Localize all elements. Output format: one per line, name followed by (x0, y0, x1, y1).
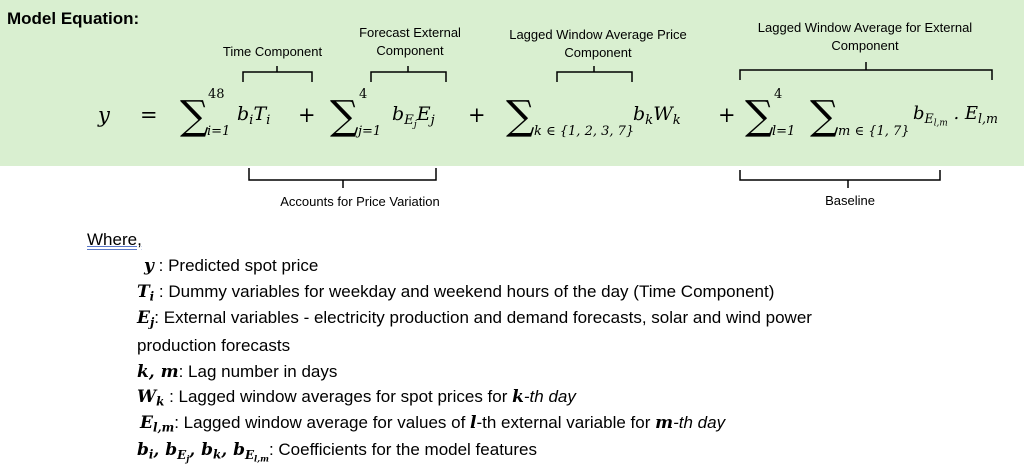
sum4-lower: l=1 (772, 124, 796, 139)
caption-baseline: Baseline (825, 193, 875, 208)
where-label: Where, (87, 230, 142, 249)
sum3-lower: k ∈ {1, 2, 3, 7} (534, 124, 635, 139)
caption-time-component: Time Component (222, 44, 323, 59)
eq-lhs-y: y (98, 103, 110, 127)
sigma-4: ∑ (745, 93, 774, 139)
sum2-lower: j=1 (358, 124, 382, 139)
def-e: Ej: External variables - electricity pro… (137, 308, 812, 330)
caption-forecast-external: Forecast External Component (359, 25, 461, 58)
equation-panel: Model Equation: Time Component Forecast … (0, 0, 1024, 166)
bottom-braces (248, 168, 941, 188)
caption-lagged-price: Lagged Window Average Price Component (509, 27, 687, 60)
sum2-upper: 4 (359, 87, 368, 102)
caption-price-variation: Accounts for Price Variation (280, 194, 440, 209)
sum4-upper: 4 (774, 87, 783, 102)
sigma-5: ∑ (810, 93, 839, 139)
def-t: Ti : Dummy variables for weekday and wee… (137, 282, 775, 304)
def-km: k, m: Lag number in days (137, 362, 338, 382)
eq-equals: = (140, 103, 158, 127)
def-y: y : Predicted spot price (144, 256, 319, 276)
sum5-lower: m ∈ {1, 7} (838, 124, 910, 139)
term-bel-el: bEl,m . El,m (913, 103, 999, 129)
def-coef: bi, bEj, bk, bEl,m: Coefficients for the… (137, 440, 537, 464)
plus-2: + (468, 103, 486, 127)
top-braces (242, 62, 993, 82)
plus-3: + (718, 103, 736, 127)
sum1-lower: i=1 (207, 124, 231, 139)
caption-lagged-external: Lagged Window Average for External Compon… (757, 20, 973, 53)
sigma-1: ∑ (180, 93, 209, 139)
sum1-upper: 48 (208, 87, 225, 102)
def-e-cont: production forecasts (137, 336, 291, 355)
term-bi-ti: biTi (237, 103, 271, 128)
term-bej-ej: bEjEj (392, 103, 435, 130)
sigma-3: ∑ (506, 93, 535, 139)
sigma-2: ∑ (330, 93, 359, 139)
def-w: Wk : Lagged window averages for spot pri… (137, 387, 576, 409)
plus-1: + (298, 103, 316, 127)
term-bk-wk: bkWk (633, 103, 681, 128)
heading: Model Equation: (7, 9, 140, 28)
def-el: El,m: Lagged window average for values o… (140, 413, 726, 435)
